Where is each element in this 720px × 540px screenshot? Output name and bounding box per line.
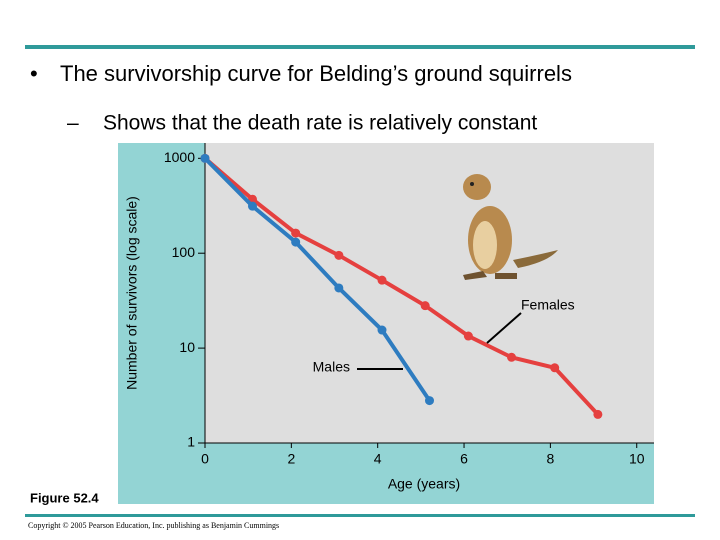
data-point xyxy=(463,331,473,341)
y-tick-label: 10 xyxy=(179,339,195,355)
data-point xyxy=(334,250,344,260)
bottom-rule xyxy=(25,514,695,517)
series-line xyxy=(203,156,432,402)
y-tick-label: 100 xyxy=(172,244,196,260)
figure-label: Figure 52.4 xyxy=(30,490,99,505)
series-line xyxy=(203,156,600,416)
top-rule xyxy=(25,45,695,49)
x-tick-label: 10 xyxy=(629,451,645,467)
data-point xyxy=(550,363,560,373)
data-point xyxy=(200,153,210,163)
slide-title: The survivorship curve for Belding’s gro… xyxy=(60,61,572,86)
y-tick-label: 1000 xyxy=(164,149,195,165)
data-point xyxy=(593,409,603,419)
data-point xyxy=(425,396,434,406)
bullet: • xyxy=(30,61,38,86)
data-point xyxy=(334,283,344,293)
data-point xyxy=(291,237,301,247)
dash: – xyxy=(67,112,79,135)
squirrel-illustration xyxy=(463,174,558,280)
legend-label: Males xyxy=(313,359,350,375)
x-axis-label: Age (years) xyxy=(388,476,460,492)
x-tick-label: 2 xyxy=(287,451,295,467)
data-point xyxy=(377,275,387,285)
data-point xyxy=(507,352,517,362)
y-tick-label: 1 xyxy=(187,434,195,450)
x-tick-label: 6 xyxy=(460,451,468,467)
legend-label: Females xyxy=(521,297,575,313)
y-axis-label: Number of survivors (log scale) xyxy=(124,196,140,390)
legend-leader xyxy=(486,312,522,344)
data-point xyxy=(377,325,387,335)
copyright: Copyright © 2005 Pearson Education, Inc.… xyxy=(28,521,279,530)
slide-subtitle: Shows that the death rate is relatively … xyxy=(103,112,537,135)
x-tick-label: 4 xyxy=(374,451,382,467)
data-point xyxy=(420,301,430,311)
data-point xyxy=(291,228,301,238)
data-point xyxy=(247,201,257,211)
x-tick-label: 8 xyxy=(546,451,554,467)
x-tick-label: 0 xyxy=(201,451,209,467)
